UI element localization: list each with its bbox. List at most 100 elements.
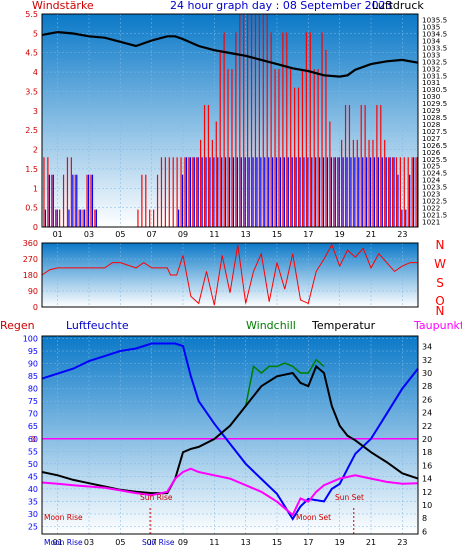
wind-y-tick-label: 2.5 <box>25 126 38 135</box>
pressure-y-tick-label: 1021.5 <box>422 210 447 219</box>
pressure-y-tick-label: 1024 <box>422 176 441 185</box>
humidity-y-tick-label: 35 <box>28 497 38 506</box>
climate-plot-background <box>42 336 418 534</box>
temperature-y-tick-label: 12 <box>422 488 432 497</box>
wind-y-tick-label: 3.5 <box>25 87 38 96</box>
climate-x-tick-label: 23 <box>397 538 407 547</box>
pressure-y-tick-label: 1031.5 <box>422 71 447 80</box>
pressure-y-tick-label: 1033.5 <box>422 43 447 52</box>
temperature-y-tick-label: 16 <box>422 461 432 470</box>
compass-letter-label: S <box>436 276 444 290</box>
pressure-line <box>41 30 419 78</box>
wind-y-tick-label: 5.5 <box>25 10 38 19</box>
climate-x-tick-label: 15 <box>272 538 282 547</box>
pressure-y-tick-label: 1029 <box>422 106 441 115</box>
wind-y-tick-label: 4 <box>33 68 38 77</box>
direction-y-tick-label: 90 <box>28 287 38 296</box>
wind-y-tick-label: 0.5 <box>25 204 38 213</box>
pressure-y-tick-label: 1024.5 <box>422 169 447 178</box>
humidity-y-tick-label: 65 <box>28 422 38 431</box>
pressure-y-tick-label: 1035 <box>422 23 440 32</box>
humidity-y-tick-label: 80 <box>28 385 38 394</box>
temperature-y-tick-label: 18 <box>422 448 432 457</box>
moon-set-label: Moon Set <box>296 513 331 522</box>
direction-y-tick-label: 270 <box>23 255 38 264</box>
compass-letter-label: O <box>435 294 444 308</box>
pressure-y-tick-label: 1032.5 <box>422 57 447 66</box>
humidity-y-tick-label: 75 <box>28 397 38 406</box>
dewpoint-line <box>41 467 419 517</box>
humidity-y-tick-label: 100 <box>23 335 38 344</box>
wind-y-tick-label: 5 <box>33 29 38 38</box>
temperature-y-tick-label: 34 <box>422 343 432 352</box>
pressure-y-tick-label: 1033 <box>422 50 440 59</box>
wind-x-tick-label: 07 <box>147 230 157 239</box>
climate-x-tick-label: 21 <box>366 538 376 547</box>
direction-y-tick-label: 180 <box>23 271 38 280</box>
temperature-y-tick-label: 8 <box>422 514 427 523</box>
sun-set-label: Sun Set <box>335 493 364 502</box>
wind-x-tick-label: 13 <box>241 230 251 239</box>
temperature-y-tick-label: 6 <box>422 527 427 536</box>
wind-y-tick-label: 1.5 <box>25 165 38 174</box>
compass-letter-label: N <box>436 304 445 318</box>
humidity-y-tick-label: 40 <box>28 485 38 494</box>
pressure-y-tick-label: 1023 <box>422 190 440 199</box>
luftdruck-title: Luftdruck <box>372 0 424 12</box>
humidity-y-tick-label: 25 <box>28 522 38 531</box>
wind-x-tick-label: 15 <box>272 230 282 239</box>
humidity-y-tick-label: 50 <box>28 460 38 469</box>
wind-plot-border <box>41 13 419 228</box>
pressure-y-tick-label: 1034 <box>422 36 441 45</box>
wind-y-tick-label: 3 <box>33 107 38 116</box>
wind-x-tick-label: 05 <box>115 230 125 239</box>
pressure-y-tick-label: 1025 <box>422 162 440 171</box>
rain-zero-label: 0 <box>31 435 36 444</box>
pressure-y-tick-label: 1035.5 <box>422 16 447 25</box>
temperature-y-tick-label: 28 <box>422 382 432 391</box>
pressure-y-tick-label: 1028 <box>422 120 441 129</box>
windstaerke-title: Windstärke <box>32 0 94 12</box>
climate-plot-border <box>41 335 419 535</box>
temperature-y-tick-label: 22 <box>422 422 432 431</box>
humidity-y-tick-label: 30 <box>28 510 38 519</box>
humidity-y-tick-label: 95 <box>28 347 38 356</box>
pressure-y-tick-label: 1023.5 <box>422 183 447 192</box>
wind-x-tick-label: 11 <box>209 230 219 239</box>
climate-x-tick-label: 17 <box>303 538 313 547</box>
temperature-y-tick-label: 10 <box>422 501 432 510</box>
pressure-y-tick-label: 1022 <box>422 204 440 213</box>
luftfeuchte-title: Luftfeuchte <box>66 319 129 332</box>
temperature-y-tick-label: 30 <box>422 369 432 378</box>
pressure-y-tick-label: 1027.5 <box>422 127 447 136</box>
wind-y-tick-label: 0 <box>33 223 38 232</box>
climate-x-tick-label: 13 <box>241 538 251 547</box>
climate-x-tick-label: 03 <box>84 538 94 547</box>
pressure-y-tick-label: 1022.5 <box>422 197 447 206</box>
pressure-y-tick-label: 1027 <box>422 134 440 143</box>
direction-y-tick-label: 0 <box>33 303 38 312</box>
climate-x-tick-label: 01 <box>53 538 63 547</box>
wind-y-tick-label: 2 <box>33 146 38 155</box>
direction-plot-border <box>41 242 419 308</box>
pressure-y-tick-label: 1026.5 <box>422 141 447 150</box>
pressure-y-tick-label: 1030.5 <box>422 85 447 94</box>
pressure-y-tick-label: 1029.5 <box>422 99 447 108</box>
temperature-y-tick-label: 26 <box>422 395 432 404</box>
pressure-y-tick-label: 1021 <box>422 217 440 226</box>
climate-x-tick-label: 09 <box>178 538 188 547</box>
wind-y-tick-label: 1 <box>33 184 38 193</box>
wind-x-tick-label: 21 <box>366 230 376 239</box>
windchill-title: Windchill <box>246 319 296 332</box>
humidity-y-tick-label: 45 <box>28 472 38 481</box>
temperature-y-tick-label: 14 <box>422 475 432 484</box>
wind-x-tick-label: 01 <box>53 230 63 239</box>
taupunkt-title: Taupunkt <box>414 319 462 332</box>
pressure-y-tick-label: 1026 <box>422 148 441 157</box>
pressure-y-tick-label: 1031 <box>422 78 440 87</box>
wind-x-tick-label: 23 <box>397 230 407 239</box>
temperature-y-tick-label: 32 <box>422 356 432 365</box>
wind-x-tick-label: 09 <box>178 230 188 239</box>
humidity-y-tick-label: 60 <box>28 435 38 444</box>
